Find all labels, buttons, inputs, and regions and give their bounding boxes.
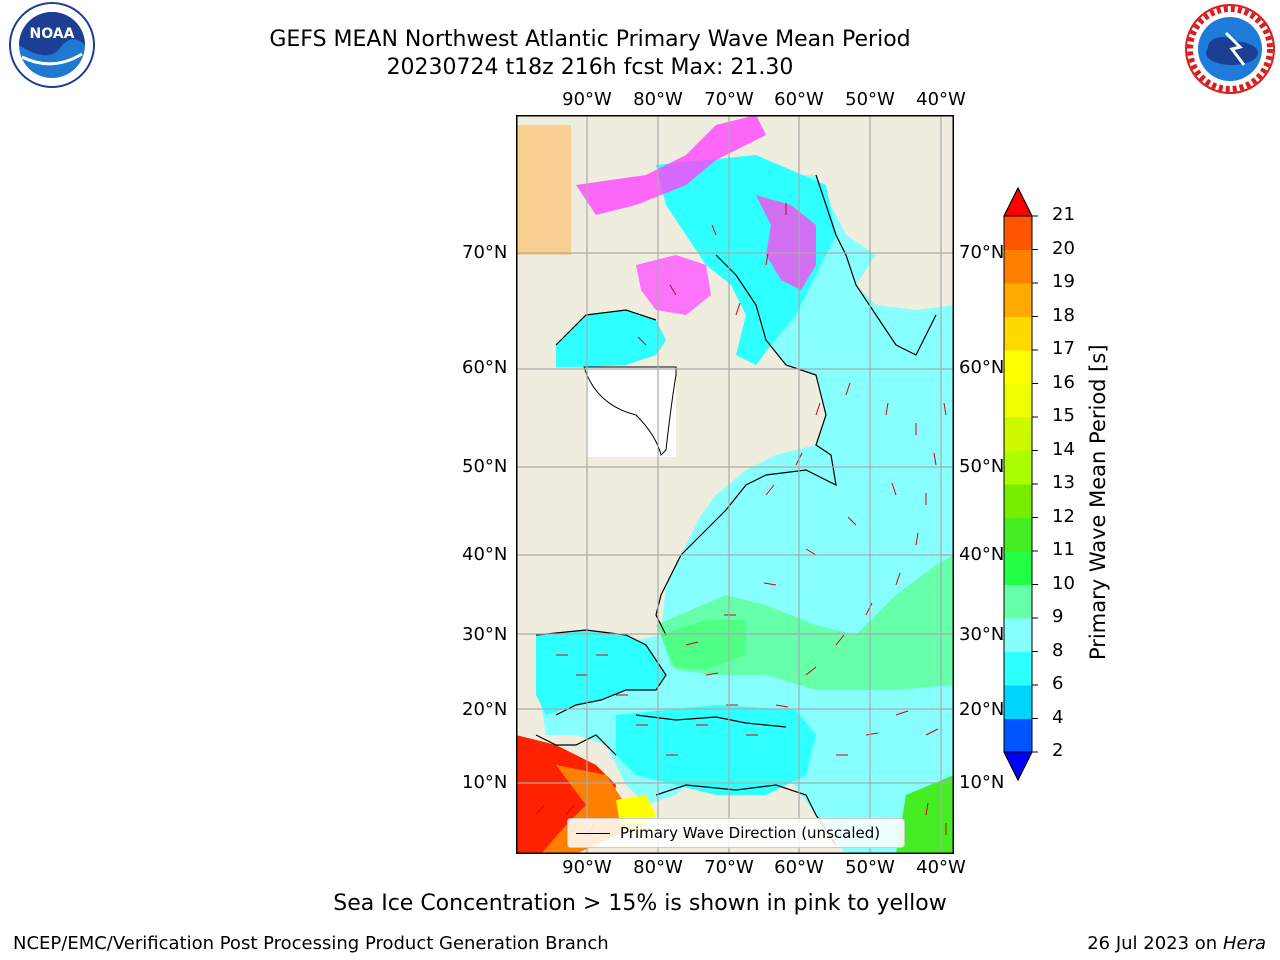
colorbar-segment [1004, 584, 1032, 619]
noaa-logo-text: NOAA [30, 26, 75, 42]
colorbar-segment [1004, 484, 1032, 518]
colorbar-segment [1004, 383, 1032, 418]
southeast-green [896, 775, 954, 854]
colorbar-tick-label: 2 [1052, 740, 1064, 761]
hudson-bay [556, 310, 666, 367]
date-stamp: 26 Jul 2023 on Hera [1087, 933, 1266, 954]
colorbar-tick-label: 21 [1052, 204, 1075, 225]
lat-label-left: 70°N [462, 242, 508, 263]
graticule [516, 115, 954, 854]
colorbar-segment [1004, 551, 1032, 585]
lat-label-right: 50°N [959, 456, 1005, 477]
lon-label-bottom: 70°W [704, 857, 754, 878]
map-panel [516, 115, 954, 854]
lon-label-top: 90°W [562, 89, 612, 110]
lat-label-left: 30°N [462, 624, 508, 645]
sea-ice-arctic [576, 115, 766, 215]
lon-label-bottom: 40°W [916, 857, 966, 878]
lon-label-bottom: 90°W [562, 857, 612, 878]
colorbar-segment [1004, 651, 1032, 686]
lat-label-right: 10°N [959, 772, 1005, 793]
lat-label-right: 60°N [959, 357, 1005, 378]
colorbar-segment [1004, 517, 1032, 552]
colorbar-segment [1004, 283, 1032, 317]
sargasso-green [656, 555, 954, 690]
lon-label-bottom: 80°W [633, 857, 683, 878]
gulf-of-mexico [536, 630, 666, 715]
lon-label-bottom: 60°W [774, 857, 824, 878]
colorbar-tick-label: 6 [1052, 673, 1064, 694]
colorbar-segment [1004, 350, 1032, 384]
lat-label-right: 40°N [959, 544, 1005, 565]
sea-ice-baffin [756, 195, 816, 290]
credit-text: NCEP/EMC/Verification Post Processing Pr… [13, 933, 609, 954]
sea-ice-note: Sea Ice Concentration > 15% is shown in … [333, 891, 947, 916]
caribbean-sea [616, 705, 816, 795]
map-legend: Primary Wave Direction (unscaled) [567, 818, 905, 848]
colorbar-tick-label: 20 [1052, 237, 1075, 259]
colorbar-tick-label: 14 [1052, 438, 1075, 460]
host-name: Hera [1222, 933, 1266, 954]
lon-label-top: 60°W [774, 89, 824, 110]
lat-label-left: 10°N [462, 772, 508, 793]
lat-label-left: 60°N [462, 357, 508, 378]
lat-label-right: 20°N [959, 699, 1005, 720]
colorbar-tick-label: 11 [1052, 539, 1075, 560]
lon-label-top: 80°W [633, 89, 683, 110]
colorbar-segment [1004, 249, 1032, 284]
colorbar-tick-label: 10 [1052, 572, 1075, 594]
colorbar-tick-label: 8 [1052, 639, 1064, 661]
colorbar-tick-label: 19 [1052, 271, 1075, 292]
colorbar-tick-label: 17 [1052, 338, 1075, 359]
colorbar-segment [1004, 216, 1032, 250]
lat-label-left: 20°N [462, 699, 508, 720]
lon-label-bottom: 50°W [845, 857, 895, 878]
chart-title: GEFS MEAN Northwest Atlantic Primary Wav… [269, 27, 911, 52]
colorbar [1003, 186, 1038, 782]
colorbar-label: Primary Wave Mean Period [s] [1086, 344, 1110, 660]
lat-label-right: 30°N [959, 624, 1005, 645]
sargasso-green-2 [661, 620, 746, 670]
nws-logo [1185, 4, 1275, 94]
colorbar-segment [1004, 618, 1032, 652]
sea-ice-foxe [636, 255, 711, 315]
lat-label-left: 40°N [462, 544, 508, 565]
legend-label: Primary Wave Direction (unscaled) [620, 824, 881, 842]
colorbar-under-arrow [1003, 751, 1033, 782]
lat-label-left: 50°N [462, 456, 508, 477]
noaa-logo: NOAA [9, 2, 95, 88]
colorbar-segment [1004, 450, 1032, 485]
lon-label-top: 40°W [916, 89, 966, 110]
lon-label-top: 70°W [704, 89, 754, 110]
coastlines [535, 174, 937, 846]
lon-label-top: 50°W [845, 89, 895, 110]
colorbar-segment [1004, 417, 1032, 451]
colorbar-segment [1004, 718, 1032, 753]
colorbar-segment [1004, 316, 1032, 351]
colorbar-tick-label: 18 [1052, 304, 1075, 326]
colorbar-tick-label: 13 [1052, 472, 1075, 493]
chart-subtitle: 20230724 t18z 216h fcst Max: 21.30 [386, 55, 794, 80]
colorbar-tick-label: 15 [1052, 405, 1075, 426]
lat-label-right: 70°N [959, 242, 1005, 263]
colorbar-tick-label: 9 [1052, 606, 1064, 627]
colorbar-over-arrow [1003, 186, 1033, 217]
colorbar-tick-label: 4 [1052, 706, 1064, 728]
colorbar-segment [1004, 685, 1032, 719]
colorbar-tick-label: 12 [1052, 505, 1075, 527]
date-text: 26 Jul 2023 on [1087, 933, 1218, 954]
legend-line-swatch [576, 832, 610, 834]
colorbar-tick-label: 16 [1052, 371, 1075, 393]
